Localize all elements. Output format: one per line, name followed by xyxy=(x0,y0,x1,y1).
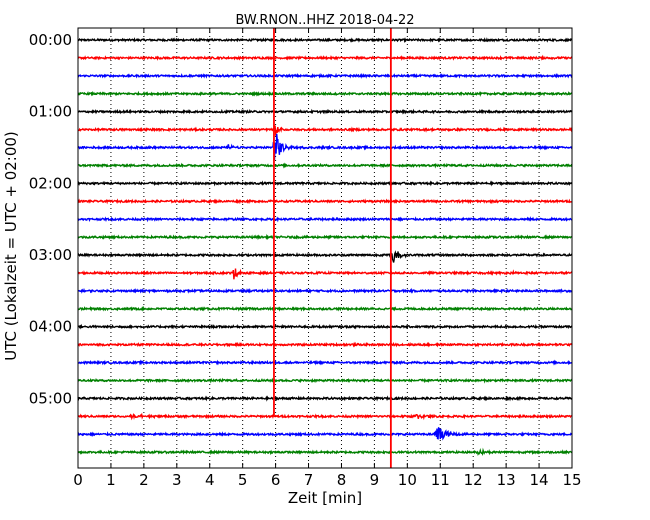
trace-line xyxy=(77,323,573,330)
x-tick-label: 4 xyxy=(205,471,215,489)
x-tick-label: 6 xyxy=(271,471,281,489)
trace-line xyxy=(77,359,573,366)
x-tick-label: 9 xyxy=(370,471,380,489)
spike-lines xyxy=(273,28,392,468)
y-axis: 00:00 01:00 02:00 03:00 04:00 05:00 xyxy=(29,31,572,407)
x-tick-label: 12 xyxy=(464,471,483,489)
trace-line xyxy=(77,426,572,441)
trace-line xyxy=(77,250,573,263)
trace-line xyxy=(77,395,572,402)
trace-line xyxy=(77,108,573,115)
y-tick-label: 01:00 xyxy=(29,103,72,121)
trace-line xyxy=(77,341,573,348)
y-axis-label: UTC (Lokalzeit = UTC + 02:00) xyxy=(2,131,20,361)
x-tick-label: 13 xyxy=(497,471,516,489)
y-tick-label: 03:00 xyxy=(29,246,72,264)
trace-line xyxy=(77,233,573,241)
trace-line xyxy=(77,54,573,61)
x-axis: 0 1 2 3 4 5 6 7 8 9 10 11 12 13 14 15 xyxy=(73,28,582,489)
x-tick-label: 10 xyxy=(398,471,417,489)
x-tick-label: 2 xyxy=(139,471,149,489)
x-tick-label: 0 xyxy=(73,471,83,489)
y-tick-label: 04:00 xyxy=(29,318,72,336)
plot-frame xyxy=(77,27,573,469)
x-tick-label: 15 xyxy=(562,471,581,489)
x-tick-label: 3 xyxy=(172,471,182,489)
trace-line xyxy=(77,216,573,223)
trace-line xyxy=(77,287,573,294)
x-axis-label: Zeit [min] xyxy=(288,489,362,507)
x-tick-label: 14 xyxy=(530,471,549,489)
x-tick-label: 8 xyxy=(337,471,347,489)
trace-line xyxy=(77,412,573,421)
y-tick-label: 00:00 xyxy=(29,31,72,49)
x-tick-label: 7 xyxy=(304,471,314,489)
trace-line xyxy=(77,305,573,312)
trace-line xyxy=(77,268,573,280)
trace-line xyxy=(77,198,573,205)
x-tick-label: 1 xyxy=(106,471,116,489)
trace-line xyxy=(77,447,573,457)
trace-line xyxy=(77,133,573,160)
y-tick-label: 05:00 xyxy=(29,389,72,407)
x-tick-label: 5 xyxy=(238,471,248,489)
trace-line xyxy=(77,90,573,97)
trace-line xyxy=(77,162,573,169)
trace-line xyxy=(77,72,573,79)
trace-line xyxy=(77,37,573,44)
trace-line xyxy=(77,377,573,384)
trace-line xyxy=(77,125,573,136)
chart-title: BW.RNON..HHZ 2018-04-22 xyxy=(235,13,414,28)
x-tick-label: 11 xyxy=(431,471,450,489)
traces xyxy=(77,37,573,457)
trace-line xyxy=(77,180,573,187)
y-tick-label: 02:00 xyxy=(29,174,72,192)
grid xyxy=(110,28,540,468)
